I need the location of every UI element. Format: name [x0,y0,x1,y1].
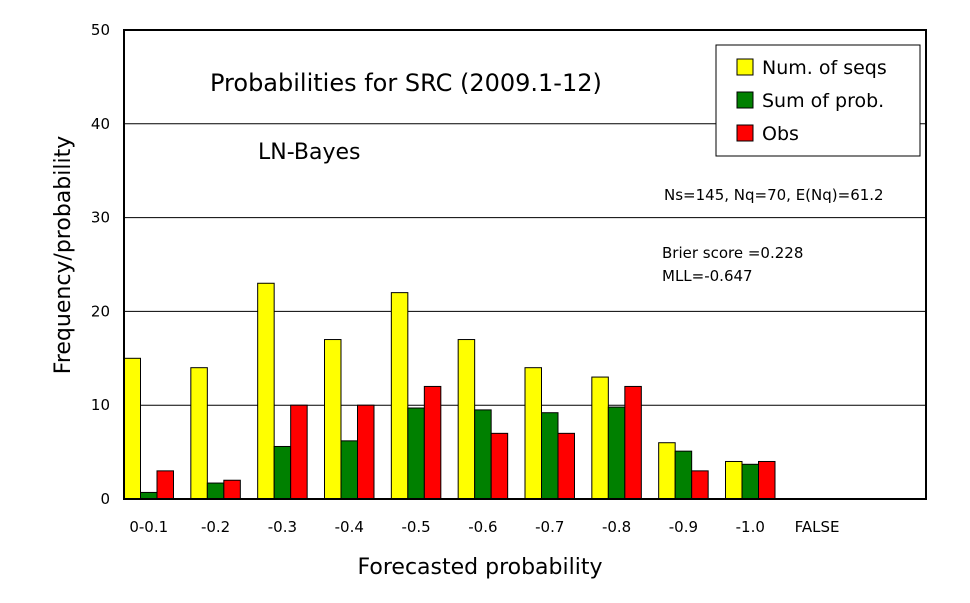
bar-num-of-seqs [658,442,676,500]
bar-num-of-seqs [457,339,476,500]
x-tick-label: -0.6 [468,518,497,536]
legend-label: Obs [762,123,799,145]
y-axis-label: Frequency/probability [51,136,76,374]
y-tick-label: 40 [91,115,110,133]
annotation-brier: Brier score =0.228 [662,244,803,262]
legend-label: Sum of prob. [762,90,884,112]
bar-obs [691,470,709,500]
x-tick-label: -1.0 [736,518,765,536]
legend-swatch [736,58,754,76]
chart-title: Probabilities for SRC (2009.1-12) [210,69,602,97]
bar-sum-of-prob [273,445,292,500]
bar-sum-of-prob [474,409,492,500]
x-tick-label: 0-0.1 [129,518,168,536]
bar-obs [624,385,642,500]
y-tick-label: 0 [100,490,110,508]
bar-obs [357,404,375,500]
legend: Num. of seqs Sum of prob. Obs [715,44,921,157]
plot-area-frame [123,29,927,500]
bar-obs [290,404,308,500]
bar-num-of-seqs [257,282,275,500]
bar-num-of-seqs [725,460,743,500]
bar-obs [758,460,776,500]
bar-obs [490,432,509,500]
legend-label: Num. of seqs [762,57,887,79]
bar-obs [223,479,241,500]
bar-sum-of-prob [340,440,358,500]
x-tick-label: -0.2 [201,518,230,536]
y-tick-label: 20 [91,302,110,320]
bar-num-of-seqs [190,367,208,500]
gridlines [124,123,926,406]
x-tick-label: FALSE [795,518,840,536]
bar-num-of-seqs [524,367,542,500]
x-tick-label: -0.4 [335,518,364,536]
bars [123,282,776,500]
y-tick-label: 30 [91,209,110,227]
bar-sum-of-prob [206,482,225,500]
x-tick-label: -0.8 [602,518,631,536]
bar-sum-of-prob [741,463,759,500]
bar-obs [557,432,575,500]
bar-num-of-seqs [591,376,609,500]
bar-obs [423,385,442,500]
bar-sum-of-prob [407,407,425,500]
legend-swatch [736,124,754,142]
x-axis-label: Forecasted probability [358,555,603,580]
y-tick-label: 50 [91,21,110,39]
y-tick-labels: 0 10 20 30 40 50 [91,21,110,508]
x-tick-label: -0.3 [268,518,297,536]
x-tick-labels: 0-0.1 -0.2 -0.3 -0.4 -0.5 -0.6 -0.7 -0.8 -0.9 -1.… [129,518,839,536]
x-tick-label: -0.7 [535,518,564,536]
annotation-counts: Ns=145, Nq=70, E(Nq)=61.2 [664,186,884,204]
bar-num-of-seqs [123,357,141,500]
bar-obs [156,470,174,500]
annotation-mll: MLL=-0.647 [662,267,753,285]
y-tick-label: 10 [91,396,110,414]
bar-sum-of-prob [607,406,626,500]
x-tick-label: -0.5 [401,518,430,536]
chart-subtitle: LN-Bayes [258,140,360,165]
bar-num-of-seqs [324,339,342,500]
bar-sum-of-prob [541,412,559,500]
legend-swatch [736,91,754,109]
x-tick-label: -0.9 [669,518,698,536]
bar-num-of-seqs [390,292,409,500]
bar-sum-of-prob [674,450,693,500]
